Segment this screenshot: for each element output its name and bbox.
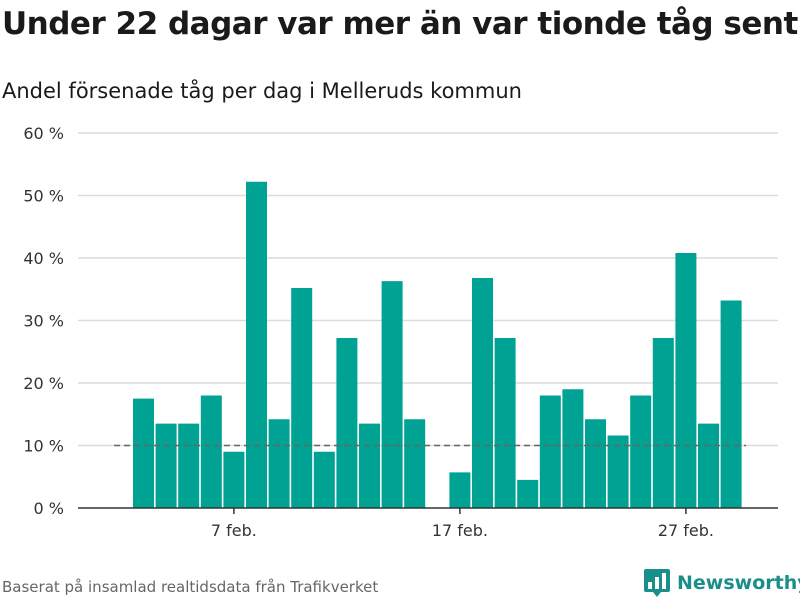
bar <box>404 419 426 508</box>
bar <box>359 423 380 508</box>
y-tick-label: 60 % <box>23 124 64 143</box>
bar <box>562 389 584 508</box>
bar <box>336 338 358 508</box>
axes: 0 % 10 % 20 % 30 % 40 % 50 % 60 % 7 feb. 17 feb.… <box>23 124 778 540</box>
brand-name: Newsworthy <box>677 572 800 594</box>
x-tick-label: 27 feb. <box>658 521 714 540</box>
brand-logo: Newsworthy <box>644 569 800 597</box>
bar <box>652 338 674 508</box>
x-tick-label: 17 feb. <box>432 521 488 540</box>
bar <box>223 451 245 508</box>
bar <box>200 395 222 508</box>
bar <box>268 419 290 508</box>
bar <box>313 451 335 508</box>
bar <box>539 395 561 508</box>
y-tick-label: 10 % <box>23 437 64 456</box>
bar <box>494 338 516 508</box>
source-note: Baserat på insamlad realtidsdata från Tr… <box>2 578 379 596</box>
bar <box>607 435 629 508</box>
bar <box>155 423 177 508</box>
y-tick-label: 0 % <box>34 499 64 518</box>
x-tick-label: 7 feb. <box>211 521 257 540</box>
bar <box>472 278 493 508</box>
bar <box>585 419 606 508</box>
bar <box>133 398 154 508</box>
bar <box>698 423 719 508</box>
bar <box>178 423 200 508</box>
bar <box>381 281 403 508</box>
bar <box>517 479 539 508</box>
y-tick-label: 40 % <box>23 249 64 268</box>
chart-title: Under 22 dagar var mer än var tionde tåg… <box>2 6 798 42</box>
bars <box>133 181 742 508</box>
bar <box>720 300 742 508</box>
bar <box>675 253 697 508</box>
y-tick-label: 30 % <box>23 312 64 331</box>
bar-chart-logo-icon <box>644 569 670 597</box>
bar <box>449 472 471 508</box>
y-tick-label: 50 % <box>23 187 64 206</box>
y-tick-label: 20 % <box>23 374 64 393</box>
bar-chart: 0 % 10 % 20 % 30 % 40 % 50 % 60 % 7 feb. 17 feb.… <box>23 124 778 540</box>
bar <box>291 288 313 508</box>
bar <box>246 181 267 508</box>
chart-subtitle: Andel försenade tåg per dag i Melleruds … <box>2 79 522 103</box>
bar <box>630 395 652 508</box>
